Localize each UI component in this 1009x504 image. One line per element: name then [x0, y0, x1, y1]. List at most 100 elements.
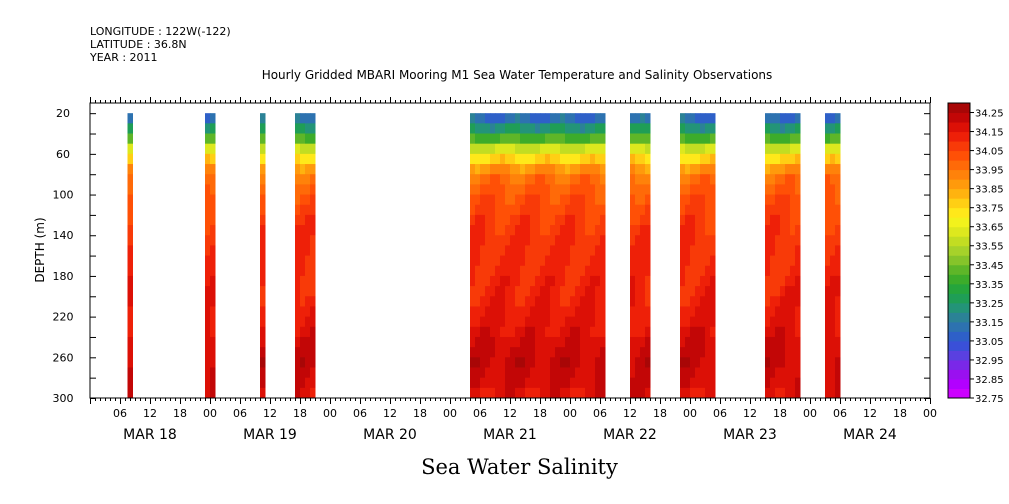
data-cell — [700, 143, 706, 155]
data-cell — [770, 174, 776, 185]
data-cell — [580, 306, 586, 318]
data-cell — [470, 316, 476, 328]
data-cell — [640, 255, 646, 267]
data-cell — [645, 123, 651, 135]
data-cell — [795, 377, 801, 389]
data-cell — [710, 306, 716, 318]
data-cell — [585, 275, 591, 287]
data-cell — [515, 164, 521, 175]
x-day-label: MAR 19 — [243, 427, 297, 443]
data-cell — [645, 235, 651, 246]
data-cell — [835, 306, 841, 318]
data-cell — [520, 153, 526, 165]
data-cell — [485, 275, 491, 287]
data-cell — [300, 387, 306, 399]
data-cell — [700, 387, 706, 399]
data-cell — [310, 235, 316, 246]
data-cell — [780, 316, 786, 328]
data-cell — [480, 326, 486, 338]
data-cell — [305, 214, 311, 226]
data-cell — [710, 123, 716, 135]
data-cell — [705, 184, 711, 196]
data-cell — [775, 143, 781, 155]
data-cell — [570, 296, 576, 307]
x-tick-label: 12 — [143, 407, 157, 420]
data-cell — [570, 255, 576, 267]
data-cell — [775, 377, 781, 389]
data-cell — [645, 204, 651, 216]
data-cell — [645, 296, 651, 307]
plot-cells — [127, 113, 841, 399]
data-cell — [705, 306, 711, 318]
data-cell — [500, 336, 506, 348]
data-cell — [305, 357, 311, 368]
data-cell — [505, 245, 511, 257]
data-cell — [595, 113, 601, 124]
data-cell — [645, 133, 651, 145]
data-cell — [555, 113, 561, 124]
data-cell — [540, 174, 546, 185]
data-cell — [530, 326, 536, 338]
data-cell — [785, 377, 791, 389]
data-cell — [765, 225, 771, 236]
data-cell — [525, 194, 531, 206]
data-cell — [127, 153, 133, 165]
data-cell — [700, 164, 706, 175]
data-cell — [640, 306, 646, 318]
data-cell — [530, 225, 536, 236]
data-cell — [470, 296, 476, 307]
colorbar-swatch — [948, 179, 970, 190]
data-cell — [580, 235, 586, 246]
data-cell — [795, 286, 801, 297]
data-cell — [640, 326, 646, 338]
data-cell — [685, 265, 691, 277]
data-cell — [640, 316, 646, 328]
data-cell — [495, 245, 501, 257]
data-cell — [485, 194, 491, 206]
data-cell — [795, 275, 801, 287]
data-cell — [635, 326, 641, 338]
data-cell — [680, 336, 686, 348]
data-cell — [565, 153, 571, 165]
data-cell — [595, 367, 601, 379]
data-cell — [520, 113, 526, 124]
data-cell — [205, 275, 211, 287]
data-cell — [830, 184, 836, 196]
data-cell — [580, 367, 586, 379]
data-cell — [565, 235, 571, 246]
data-cell — [710, 174, 716, 185]
data-cell — [565, 143, 571, 155]
data-cell — [500, 316, 506, 328]
data-cell — [600, 143, 606, 155]
data-cell — [550, 265, 556, 277]
data-cell — [127, 174, 133, 185]
data-cell — [470, 164, 476, 175]
data-cell — [765, 275, 771, 287]
data-cell — [835, 174, 841, 185]
data-cell — [835, 265, 841, 277]
data-cell — [515, 286, 521, 297]
data-cell — [525, 387, 531, 399]
data-cell — [505, 133, 511, 145]
colorbar: 34.2534.1534.0533.9533.8533.7533.6533.55… — [947, 102, 1004, 405]
data-cell — [830, 255, 836, 267]
data-cell — [540, 316, 546, 328]
data-cell — [530, 153, 536, 165]
data-cell — [705, 357, 711, 368]
data-cell — [505, 275, 511, 287]
data-cell — [570, 347, 576, 358]
data-cell — [490, 214, 496, 226]
data-cell — [790, 347, 796, 358]
data-cell — [580, 194, 586, 206]
data-cell — [590, 184, 596, 196]
data-cell — [565, 316, 571, 328]
data-cell — [765, 387, 771, 399]
data-cell — [795, 153, 801, 165]
data-cell — [510, 204, 516, 216]
data-cell — [475, 316, 481, 328]
data-cell — [525, 113, 531, 124]
colorbar-swatch — [948, 103, 970, 114]
data-cell — [575, 306, 581, 318]
data-cell — [300, 174, 306, 185]
data-cell — [510, 316, 516, 328]
